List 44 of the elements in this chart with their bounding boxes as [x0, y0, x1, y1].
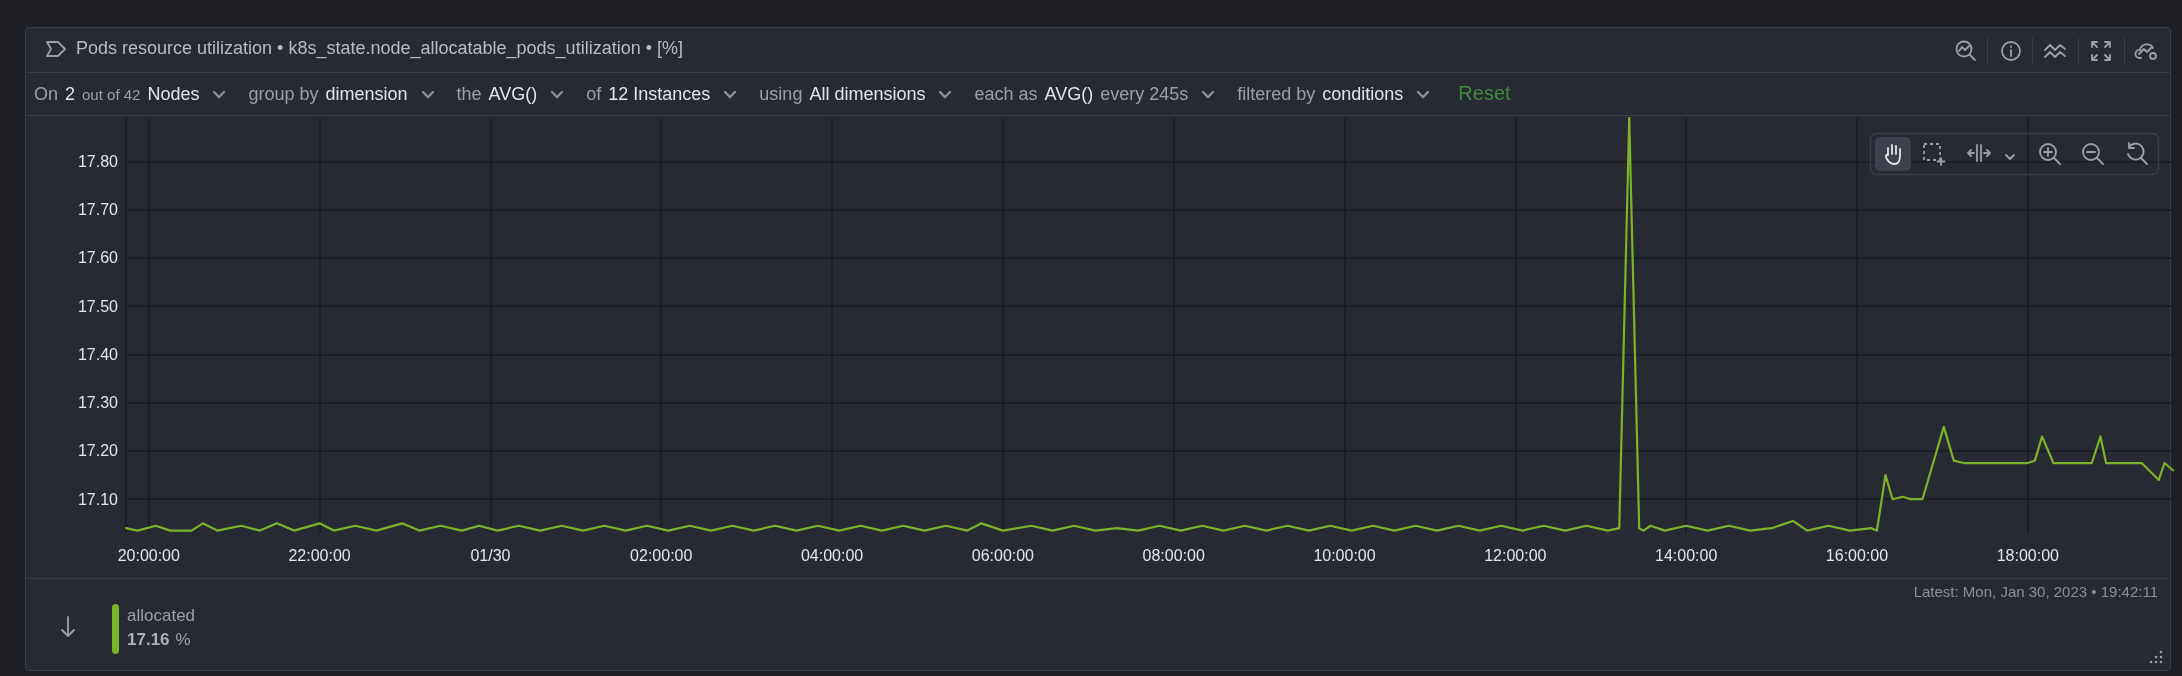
y-tick-label: 17.10 [77, 490, 119, 508]
text: dimension [325, 84, 408, 105]
y-tick-label: 17.40 [77, 345, 119, 363]
x-tick-label: 20:00:00 [117, 546, 181, 564]
x-tick-label: 04:00:00 [800, 546, 864, 564]
text: out of 42 [82, 86, 141, 103]
text: On [34, 84, 59, 105]
text: every 245s [1100, 84, 1189, 105]
x-tick-label: 10:00:00 [1313, 546, 1376, 564]
text: filtered by [1237, 84, 1316, 105]
y-tick-label: 17.60 [77, 249, 119, 267]
text: using [759, 84, 803, 105]
line-series [124, 116, 2175, 532]
x-tick-label: 16:00:00 [1825, 546, 1889, 564]
x-tick-label: 01/30 [470, 546, 511, 564]
text: conditions [1322, 84, 1404, 105]
x-tick-label: 02:00:00 [630, 546, 693, 564]
text: AVG() [488, 84, 538, 105]
x-tick-label: 18:00:00 [1996, 546, 2060, 564]
x-tick-label: 06:00:00 [971, 546, 1035, 564]
text: 17.16 [127, 630, 170, 649]
y-tick-label: 17.50 [77, 297, 119, 315]
y-tick-label: 17.20 [77, 442, 119, 460]
y-tick-label: 17.70 [77, 201, 119, 219]
x-tick-label: 22:00:00 [288, 546, 351, 564]
text: allocated [127, 605, 196, 627]
text: All dimensions [809, 84, 926, 105]
text: AVG() [1044, 84, 1094, 105]
y-tick-label: 17.30 [77, 394, 119, 412]
text: 2 [65, 84, 76, 105]
chart-title: Pods resource utilization • k8s_state.node_allocatable_pods_utilization • [%] [76, 38, 683, 59]
text: of [586, 84, 602, 105]
text: % [175, 630, 191, 649]
text: 12 Instances [608, 84, 711, 105]
text: group by [248, 84, 319, 105]
x-tick-label: 12:00:00 [1484, 546, 1547, 564]
x-tick-label: 14:00:00 [1655, 546, 1718, 564]
text: the [456, 84, 482, 105]
text: Reset [1458, 82, 1511, 105]
text: each as [974, 84, 1038, 105]
x-tick-label: 08:00:00 [1142, 546, 1205, 564]
text: Nodes [147, 84, 200, 105]
y-tick-label: 17.80 [77, 152, 119, 170]
text: Latest: Mon, Jan 30, 2023 • 19:42:11 [1913, 583, 2158, 600]
